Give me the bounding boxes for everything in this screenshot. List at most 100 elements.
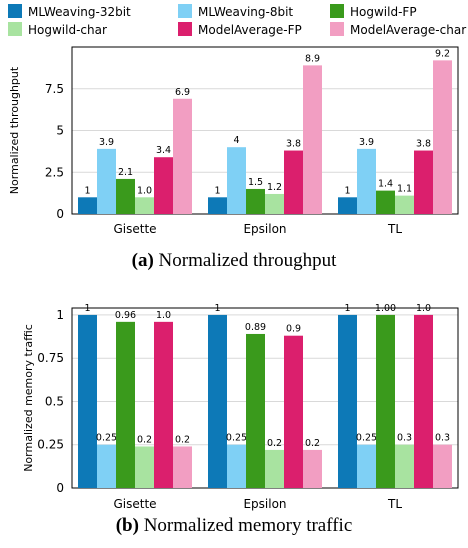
data-label: 0.25 (226, 433, 247, 444)
legend-label-4: ModelAverage-FP (198, 23, 302, 37)
legend-item-5: ModelAverage-char (330, 22, 466, 37)
data-label: 8.9 (305, 53, 320, 64)
caption-a: (a) Normalized throughput (0, 250, 468, 272)
data-label: 0.25 (356, 433, 377, 444)
legend-label-1: MLWeaving-8bit (198, 5, 293, 19)
bar-modelaverage-char (433, 444, 452, 488)
data-label: 4 (233, 135, 239, 146)
x-tick-label: Gisette (113, 222, 156, 236)
data-label: 0.9 (286, 324, 301, 335)
legend-item-1: MLWeaving-8bit (178, 4, 293, 19)
bar-modelaverage-char (173, 98, 192, 214)
legend-label-5: ModelAverage-char (350, 23, 466, 37)
bar-hogwild-char (265, 449, 284, 488)
data-label: 3.8 (416, 139, 431, 150)
data-label: 0.2 (137, 434, 152, 445)
legend-swatch-0 (8, 4, 22, 18)
bar-mlweaving-32bit (78, 314, 97, 488)
data-label: 1.0 (156, 310, 171, 321)
legend-item-3: Hogwild-char (8, 22, 107, 37)
legend-swatch-5 (330, 22, 344, 36)
y-tick-label: 2.5 (45, 165, 64, 179)
data-label: 1.1 (397, 184, 412, 195)
bar-modelaverage-char (303, 449, 322, 488)
caption-a-text: Normalized throughput (158, 250, 337, 271)
caption-b-text: Normalized memory traffic (143, 515, 353, 536)
legend-item-0: MLWeaving-32bit (8, 4, 131, 19)
x-tick-label: Epsilon (243, 222, 286, 236)
legend-label-3: Hogwild-char (28, 23, 107, 37)
data-label: 1 (344, 303, 350, 314)
legend-swatch-1 (178, 4, 192, 18)
y-tick-label: 7.5 (45, 82, 64, 96)
data-label: 1.00 (375, 303, 396, 314)
data-label: 3.8 (286, 139, 301, 150)
data-label: 1.2 (267, 182, 282, 193)
bar-mlweaving-8bit (227, 147, 246, 214)
bar-hogwild-char (395, 444, 414, 488)
bar-mlweaving-32bit (338, 314, 357, 488)
bar-mlweaving-32bit (208, 197, 227, 214)
y-tick-label: 0 (56, 481, 64, 495)
y-tick-label: 5 (56, 124, 64, 138)
y-tick-label: 0 (56, 207, 64, 221)
caption-b-tag: (b) (115, 515, 139, 536)
data-label: 0.2 (267, 438, 282, 449)
data-label: 0.3 (435, 433, 450, 444)
data-label: 0.3 (397, 433, 412, 444)
data-label: 0.2 (175, 434, 190, 445)
y-tick-label: 0.5 (45, 394, 64, 408)
bar-mlweaving-32bit (208, 314, 227, 488)
bar-mlweaving-8bit (227, 444, 246, 488)
data-label: 0.96 (115, 310, 136, 321)
data-label: 9.2 (435, 48, 450, 59)
legend-swatch-2 (330, 4, 344, 18)
bar-hogwild-fp (376, 314, 395, 488)
y-axis-label: Normalized memory traffic (22, 324, 35, 472)
legend-item-4: ModelAverage-FP (178, 22, 302, 37)
legend-label-2: Hogwild-FP (350, 5, 417, 19)
data-label: 1.4 (378, 179, 393, 190)
x-tick-label: Epsilon (243, 497, 286, 511)
data-label: 0.2 (305, 438, 320, 449)
caption-b: (b) Normalized memory traffic (0, 515, 468, 537)
bar-modelaverage-fp (414, 150, 433, 214)
bar-mlweaving-8bit (97, 444, 116, 488)
data-label: 0.89 (245, 322, 266, 333)
legend-label-0: MLWeaving-32bit (28, 5, 131, 19)
x-tick-label: TL (387, 497, 402, 511)
data-label: 1.0 (137, 185, 152, 196)
bar-hogwild-char (265, 193, 284, 214)
bar-hogwild-char (135, 446, 154, 488)
bar-mlweaving-8bit (97, 148, 116, 214)
data-label: 1 (344, 185, 350, 196)
bar-modelaverage-fp (154, 321, 173, 488)
bar-hogwild-fp (246, 333, 265, 488)
bar-modelaverage-fp (414, 314, 433, 488)
y-tick-label: 0.25 (37, 438, 64, 452)
bar-hogwild-char (135, 197, 154, 214)
bar-mlweaving-32bit (78, 197, 97, 214)
data-label: 1 (84, 185, 90, 196)
data-label: 3.4 (156, 145, 171, 156)
bar-hogwild-fp (116, 321, 135, 488)
bar-mlweaving-8bit (357, 148, 376, 214)
x-tick-label: Gisette (113, 497, 156, 511)
data-label: 3.9 (99, 137, 114, 148)
bar-modelaverage-fp (154, 157, 173, 214)
bar-modelaverage-char (433, 60, 452, 214)
bar-hogwild-fp (116, 178, 135, 214)
chart-throughput: 0 2.5 5 7.5 Normalized throughput Gisette Epsi… (8, 46, 459, 236)
y-tick-label: 0.75 (37, 351, 64, 365)
bar-hogwild-fp (246, 188, 265, 214)
legend-item-2: Hogwild-FP (330, 4, 417, 19)
legend-swatch-4 (178, 22, 192, 36)
data-label: 3.9 (359, 137, 374, 148)
bar-hogwild-char (395, 195, 414, 214)
data-label: 1.5 (248, 177, 263, 188)
x-tick-label: TL (387, 222, 402, 236)
bar-modelaverage-char (173, 446, 192, 488)
bar-mlweaving-32bit (338, 197, 357, 214)
legend-swatch-3 (8, 22, 22, 36)
